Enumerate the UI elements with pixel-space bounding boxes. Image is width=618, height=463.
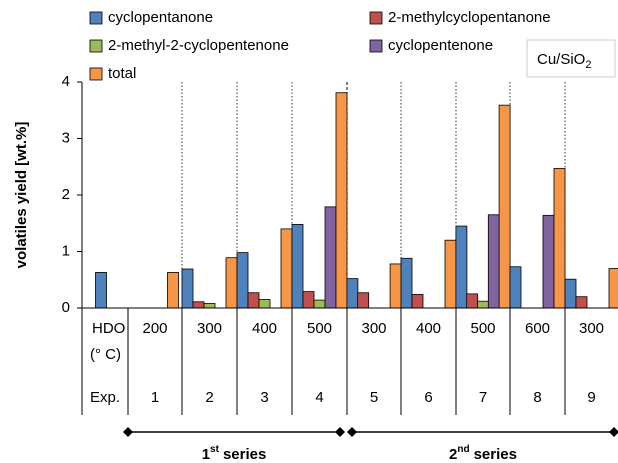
- legend-swatch: [89, 67, 103, 81]
- bar: [608, 268, 618, 309]
- x-tick-label: 7: [479, 389, 487, 406]
- x-tick-label: 2: [205, 389, 213, 406]
- bar: [167, 272, 179, 309]
- bar: [357, 292, 370, 309]
- bracket-end: [609, 427, 618, 437]
- bar: [487, 214, 500, 309]
- x-tick-label: 5: [370, 389, 378, 406]
- category-label: Exp.: [90, 389, 120, 406]
- legend-swatch: [89, 39, 103, 53]
- bar: [192, 301, 205, 309]
- bar: [335, 92, 348, 309]
- bar: [455, 225, 468, 309]
- legend-label: 2-methylcyclopentanone: [388, 9, 551, 26]
- hdo-value: 300: [579, 320, 604, 337]
- legend-label: cyclopentenone: [388, 37, 493, 54]
- bar: [553, 168, 566, 309]
- x-tick-label: 6: [424, 389, 432, 406]
- legend-label: 2-methyl-2-cyclopentenone: [108, 37, 289, 54]
- x-tick-label: 4: [315, 389, 323, 406]
- annotation-sub: 2: [585, 59, 591, 71]
- bar: [291, 223, 304, 309]
- series-sup: nd: [457, 444, 469, 455]
- hdo-label: HDO: [92, 320, 125, 337]
- legend-swatch: [369, 39, 383, 53]
- bar: [466, 293, 479, 309]
- series-sup: st: [210, 444, 220, 455]
- bar: [302, 291, 315, 309]
- x-tick-label: 8: [533, 389, 541, 406]
- bar: [411, 294, 424, 309]
- series-label: 2nd series: [449, 444, 517, 463]
- bar: [203, 303, 216, 309]
- annotation-text: Cu/SiO: [537, 51, 585, 68]
- x-tick-label: 9: [587, 389, 595, 406]
- y-axis-label: volatiles yield [wt.%]: [13, 122, 30, 269]
- hdo-value: 600: [525, 320, 550, 337]
- bracket-end: [335, 427, 345, 437]
- hdo-value: 400: [416, 320, 441, 337]
- bracket-end: [123, 427, 133, 437]
- bar: [280, 228, 293, 309]
- hdo-unit: (° C): [90, 346, 121, 363]
- series-word: series: [474, 446, 517, 463]
- hdo-value: 300: [197, 320, 222, 337]
- hdo-value: 500: [307, 320, 332, 337]
- series-number: 1: [202, 446, 210, 463]
- y-tick-label: 3: [62, 129, 70, 146]
- series-word: series: [223, 446, 266, 463]
- bar: [542, 214, 555, 309]
- legend-label: cyclopentanone: [108, 9, 213, 26]
- y-tick-label: 2: [62, 186, 70, 203]
- bar: [400, 257, 413, 309]
- hdo-value: 200: [142, 320, 167, 337]
- bar: [575, 296, 588, 309]
- bar: [509, 266, 522, 309]
- bar: [247, 292, 260, 309]
- bar: [258, 299, 271, 309]
- legend-swatch: [369, 11, 383, 25]
- hdo-value: 500: [470, 320, 495, 337]
- y-tick-label: 0: [62, 299, 70, 316]
- legend-label: total: [108, 65, 136, 82]
- bar: [477, 300, 489, 309]
- hdo-value: 400: [252, 320, 277, 337]
- hdo-value: 300: [361, 320, 386, 337]
- bar: [324, 206, 337, 309]
- bar: [444, 239, 457, 309]
- y-tick-label: 4: [62, 73, 70, 90]
- bar: [181, 268, 194, 309]
- x-tick-label: 1: [151, 389, 159, 406]
- series-label: 1st series: [202, 444, 267, 463]
- x-tick-label: 3: [260, 389, 268, 406]
- bar: [346, 278, 359, 309]
- bar: [389, 263, 402, 309]
- bar: [236, 252, 249, 309]
- series-number: 2: [449, 446, 457, 463]
- bracket-end: [347, 427, 357, 437]
- y-tick-label: 1: [62, 242, 70, 259]
- bar: [564, 278, 577, 309]
- bar: [225, 257, 238, 309]
- bar: [95, 272, 107, 309]
- annotation-box: [526, 39, 616, 78]
- annotation: Cu/SiO2: [537, 51, 591, 71]
- legend-swatch: [89, 11, 103, 25]
- bar: [498, 104, 511, 309]
- bar: [313, 299, 326, 309]
